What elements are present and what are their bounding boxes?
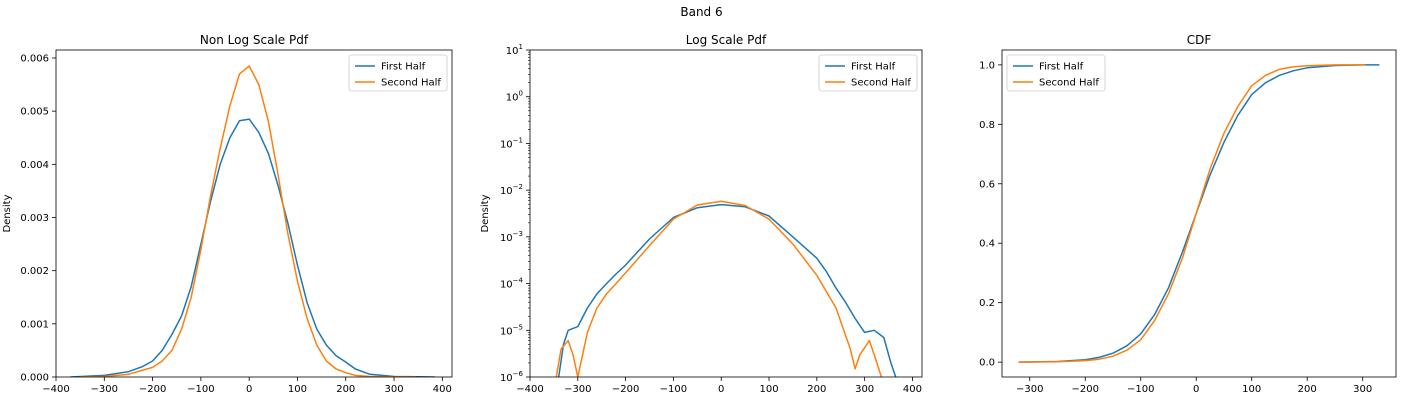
x-tick-label: 100 [759,384,778,395]
series-line-2 [1018,64,1366,363]
y-tick-label: 0.000 [20,373,49,384]
y-tick-label: 0.6 [979,179,995,190]
x-tick-label: −200 [612,384,639,395]
chart-title: CDF [1187,33,1212,47]
y-tick-label: 10−2 [500,183,523,197]
y-tick-label: 10−1 [500,136,523,150]
x-tick-label: 100 [288,384,307,395]
plot-frame [1001,49,1397,378]
y-tick-label: 10−3 [500,230,523,244]
y-axis-label: Density [2,194,13,232]
y-tick-label: 10−5 [500,323,523,337]
chart-title: Non Log Scale Pdf [200,33,309,47]
x-tick-label: 0 [246,384,252,395]
y-axis-label: Density [480,194,491,232]
chart-panel-3: CDF −300 −200 −100 0 100 200 300 0.0 0.2 0.4 0.6 0.8… [979,33,1397,395]
y-tick-label: 0.004 [20,160,49,171]
chart-panel-2: Log Scale Pdf Density −400 −300 −200 −100 0 100… [480,33,923,395]
x-tick-label: −100 [187,384,214,395]
x-tick-label: −100 [660,384,687,395]
legend-entry: First Half [1039,62,1084,73]
x-tick-label: 300 [385,384,404,395]
x-tick-label: −300 [564,384,591,395]
series-line-1 [70,118,436,377]
x-tick-label: 100 [1242,384,1261,395]
legend-entry: Second Half [1039,78,1099,89]
legend: First Half Second Half [818,54,918,92]
y-tick-label: 10−4 [500,277,524,291]
y-tick-label: 0.2 [979,298,995,309]
x-tick-label: −300 [91,384,118,395]
plot-frame [55,49,453,378]
x-tick-label: −400 [516,384,543,395]
y-tick-label: 0.003 [20,213,49,224]
x-tick-label: −400 [42,384,69,395]
legend: First Half Second Half [348,54,448,92]
x-tick-label: 200 [336,384,355,395]
series-line-1 [557,203,897,377]
y-tick-label: 100 [506,90,523,104]
y-tick-label: 0.005 [20,107,49,118]
x-tick-label: 300 [855,384,874,395]
x-tick-label: 400 [433,384,452,395]
x-tick-label: −100 [1127,384,1154,395]
x-tick-label: 200 [807,384,826,395]
y-tick-label: 0.8 [979,120,995,131]
x-tick-label: 200 [1298,384,1317,395]
x-tick-label: 0 [718,384,724,395]
series-line-1 [1018,64,1380,363]
series-line-2 [555,200,883,377]
legend-entry: Second Half [851,78,911,89]
legend-entry: First Half [851,62,896,73]
plot-frame [529,49,923,378]
y-tick-label: 0.002 [20,266,49,277]
x-tick-label: 400 [903,384,922,395]
y-tick-label: 0.001 [20,319,49,330]
x-tick-label: 300 [1353,384,1372,395]
x-tick-label: −200 [1072,384,1099,395]
legend-entry: First Half [381,62,426,73]
series-line-2 [80,65,416,377]
y-tick-label: 0.4 [979,239,995,250]
y-tick-label: 10−6 [500,370,524,384]
y-tick-label: 101 [506,43,523,57]
x-tick-label: 0 [1193,384,1199,395]
chart-title: Log Scale Pdf [686,33,767,47]
y-tick-label: 1.0 [979,60,995,71]
x-tick-label: −300 [1016,384,1043,395]
legend: First Half Second Half [1006,54,1106,92]
legend-entry: Second Half [381,78,441,89]
x-tick-label: −200 [139,384,166,395]
chart-panel-1: Non Log Scale Pdf Density −400 −300 −200 −100… [2,33,453,395]
y-tick-label: 0.006 [20,53,49,64]
figure-title: Band 6 [680,5,723,19]
y-tick-label: 0.0 [979,358,995,369]
